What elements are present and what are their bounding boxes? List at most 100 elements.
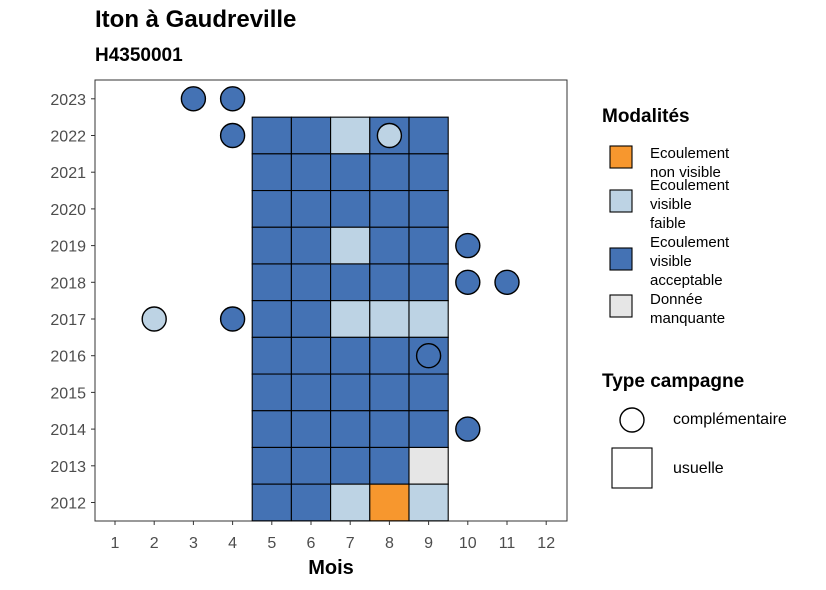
legend-modalite-swatch [609,247,633,271]
y-tick-label: 2015 [50,385,86,402]
heat-cell [251,483,292,522]
legend-complementaire-swatch [619,407,645,433]
heat-cell [369,410,410,449]
heat-cell [330,153,371,192]
legend-modalite-label-line: Ecoulement [650,234,730,251]
heat-cell [408,373,449,412]
legend-modalite-label: Ecoulement non visible [650,144,780,182]
heat-cell [290,373,332,412]
legend-modalite-swatch [609,294,633,318]
x-axis-label: Mois [308,557,354,579]
x-tick-label: 7 [346,535,355,552]
heat-cell [251,190,292,228]
heat-cell [369,483,410,522]
heat-cell [369,190,410,228]
heat-cell [290,190,332,228]
heat-cell [251,410,292,449]
heat-cell [408,483,449,522]
legend-modalite-label: Ecoulement visible faible [650,176,780,233]
heat-cell [369,446,410,485]
y-tick-label: 2013 [50,459,86,476]
legend-modalite-label-line: visible [650,196,692,213]
heat-cell [330,336,371,375]
heat-cell [290,300,332,338]
legend-modalite-label-line: Donnée [650,291,703,308]
legend-usuelle-swatch [611,447,653,489]
legend-modalite-label-line: non visible [650,164,721,181]
heat-cell [369,153,410,192]
y-tick-label: 2023 [50,92,86,109]
x-tick-label: 8 [385,535,394,552]
legend-campagne-label: complémentaire [673,411,787,428]
heat-cell [251,116,292,155]
point-marker [455,269,481,295]
legend-modalite-label-line: manquante [650,310,726,327]
heat-cell [408,263,449,302]
x-tick-label: 12 [537,535,555,552]
point-marker [455,232,481,259]
heat-cell [330,446,371,485]
x-tick-label: 5 [267,535,276,552]
y-tick-label: 2020 [50,202,86,219]
heat-cell [290,226,332,265]
heat-cell [408,153,449,192]
y-tick-label: 2019 [50,239,86,256]
point-marker [219,306,246,332]
legend-modalite-label-line: Ecoulement [650,145,730,162]
heat-cell [330,410,371,449]
x-tick-label: 6 [307,535,316,552]
heat-cell [408,300,449,338]
heat-cell [408,410,449,449]
y-tick-label: 2012 [50,496,86,513]
legend-modalite-label-line: acceptable [650,272,723,289]
heat-cell [251,153,292,192]
chart-subtitle: H4350001 [95,45,183,66]
heat-cell [290,263,332,302]
heat-cell [330,190,371,228]
legend-modalites-title: Modalités [602,106,690,127]
chart-title: Iton à Gaudreville [95,6,297,33]
x-tick-label: 2 [150,535,159,552]
legend-modalite-swatch [609,145,633,169]
point-marker [180,86,207,112]
legend-modalite-label-line: Ecoulement [650,177,730,194]
x-tick-label: 3 [189,535,198,552]
heat-cell [290,153,332,192]
point-marker [455,416,481,442]
y-tick-label: 2014 [50,422,86,439]
y-tick-label: 2021 [50,165,86,182]
heat-cell [251,300,292,338]
heat-cell [251,446,292,485]
point-marker [141,306,167,332]
heat-cell [290,336,332,375]
heat-cell [251,226,292,265]
heat-cell [330,483,371,522]
x-tick-label: 10 [459,535,477,552]
heat-cell [408,226,449,265]
heat-cell [369,226,410,265]
heat-cell [251,373,292,412]
y-tick-label: 2018 [50,275,86,292]
heat-cell [330,226,371,265]
x-tick-label: 9 [424,535,433,552]
legend-modalite-label: Donnée manquante [650,290,780,328]
heat-cell [251,263,292,302]
x-tick-label: 4 [228,535,237,552]
heat-cell [369,373,410,412]
heat-cell [290,116,332,155]
heat-cell [330,263,371,302]
legend-modalite-swatch [609,189,633,213]
heat-cell [290,446,332,485]
x-tick-label: 1 [111,535,120,552]
point-marker [376,122,403,149]
heat-cell [408,190,449,228]
point-marker [494,269,520,295]
heat-cell [290,483,332,522]
y-tick-label: 2017 [50,312,86,329]
heat-cell [369,300,410,338]
y-tick-label: 2016 [50,349,86,366]
heat-cell [330,300,371,338]
heat-cell [330,116,371,155]
y-tick-label: 2022 [50,129,86,146]
